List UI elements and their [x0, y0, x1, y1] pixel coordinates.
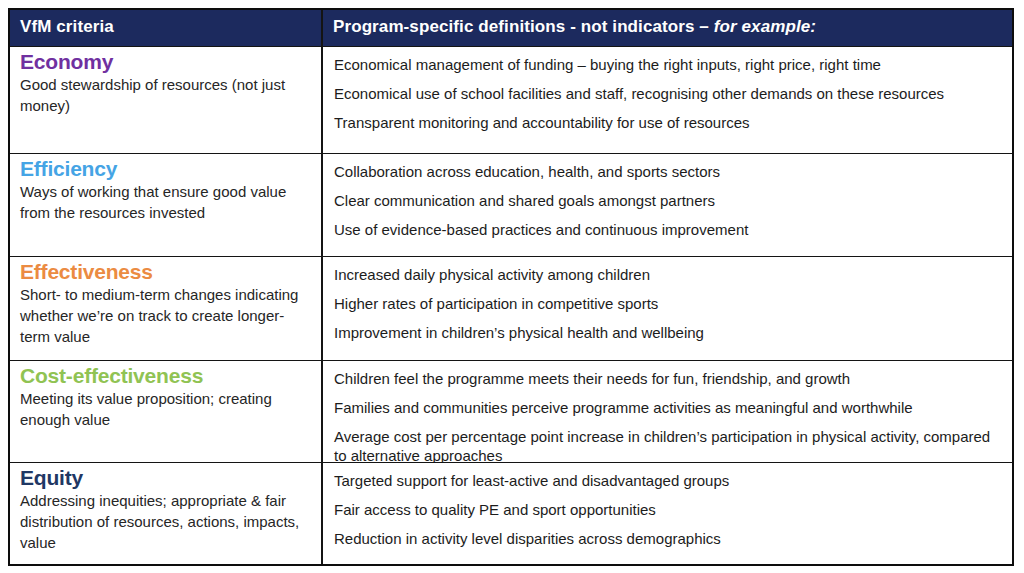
criteria-title-effectiveness: Effectiveness	[20, 260, 311, 284]
criteria-description-effectiveness: Short- to medium-term changes indicating…	[20, 285, 311, 347]
criteria-title-cost-effectiveness: Cost-effectiveness	[20, 364, 311, 388]
definition-item: Average cost per percentage point increa…	[334, 427, 1000, 463]
definitions-cell-equity: Targeted support for least-active and di…	[323, 463, 1012, 564]
criteria-cell-cost-effectiveness: Cost-effectiveness Meeting its value pro…	[10, 361, 323, 463]
criteria-title-efficiency: Efficiency	[20, 157, 311, 181]
definitions-cell-efficiency: Collaboration across education, health, …	[323, 154, 1012, 257]
criteria-cell-effectiveness: Effectiveness Short- to medium-term chan…	[10, 257, 323, 361]
criteria-description-economy: Good stewardship of resources (not just …	[20, 75, 311, 116]
criteria-description-equity: Addressing inequities; appropriate & fai…	[20, 491, 311, 553]
definition-item: Economical management of funding – buyin…	[334, 55, 1000, 75]
header-label-definitions: Program-specific definitions -	[333, 17, 581, 37]
definition-item: Collaboration across education, health, …	[334, 162, 1000, 182]
definition-item: Higher rates of participation in competi…	[334, 294, 1000, 314]
criteria-cell-equity: Equity Addressing inequities; appropriat…	[10, 463, 323, 564]
definitions-cell-cost-effectiveness: Children feel the programme meets their …	[323, 361, 1012, 463]
header-cell-definitions: Program-specific definitions - not indic…	[323, 10, 1012, 47]
criteria-title-equity: Equity	[20, 466, 311, 490]
vfm-criteria-table: VfM criteria Program-specific definition…	[8, 8, 1014, 566]
header-label-for-example: for example:	[714, 17, 816, 37]
definition-item: Reduction in activity level disparities …	[334, 529, 1000, 549]
definition-item: Clear communication and shared goals amo…	[334, 191, 1000, 211]
criteria-description-cost-effectiveness: Meeting its value proposition; creating …	[20, 389, 311, 430]
definition-item: Increased daily physical activity among …	[334, 265, 1000, 285]
definition-item: Targeted support for least-active and di…	[334, 471, 1000, 491]
header-label-not-indicators: not indicators –	[581, 17, 714, 37]
definitions-cell-effectiveness: Increased daily physical activity among …	[323, 257, 1012, 361]
definition-item: Improvement in children’s physical healt…	[334, 323, 1000, 343]
definition-item: Transparent monitoring and accountabilit…	[334, 113, 1000, 133]
definition-item: Fair access to quality PE and sport oppo…	[334, 500, 1000, 520]
definition-item: Children feel the programme meets their …	[334, 369, 1000, 389]
criteria-cell-efficiency: Efficiency Ways of working that ensure g…	[10, 154, 323, 257]
definition-item: Families and communities perceive progra…	[334, 398, 1000, 418]
criteria-cell-economy: Economy Good stewardship of resources (n…	[10, 47, 323, 154]
definition-item: Use of evidence-based practices and cont…	[334, 220, 1000, 240]
header-cell-vfm-criteria: VfM criteria	[10, 10, 323, 47]
criteria-title-economy: Economy	[20, 50, 311, 74]
header-label-vfm-criteria: VfM criteria	[20, 17, 114, 37]
definition-item: Economical use of school facilities and …	[334, 84, 1000, 104]
definitions-cell-economy: Economical management of funding – buyin…	[323, 47, 1012, 154]
criteria-description-efficiency: Ways of working that ensure good value f…	[20, 182, 311, 223]
